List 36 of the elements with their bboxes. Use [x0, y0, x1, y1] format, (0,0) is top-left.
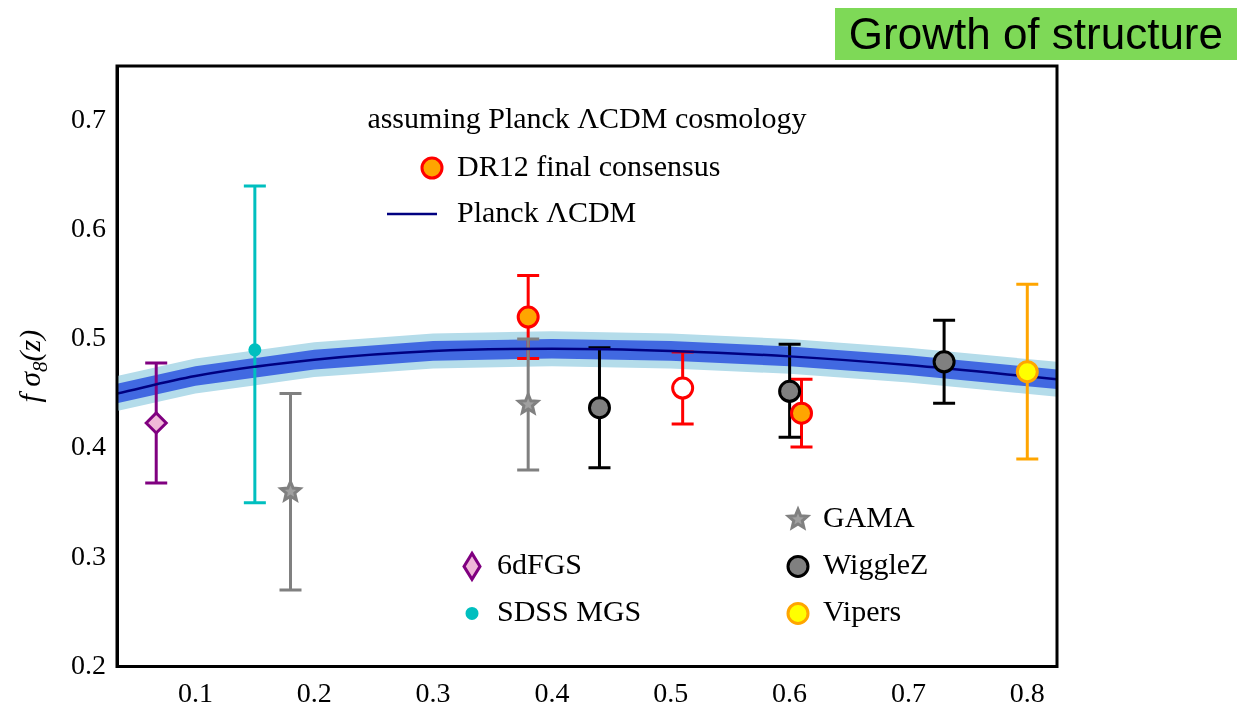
x-tick-label: 0.8: [1009, 676, 1045, 708]
point: [516, 305, 540, 329]
y-tick-label: 0.7: [71, 102, 106, 134]
y-tick-label: 0.6: [71, 212, 106, 244]
point: [778, 379, 802, 403]
point: [515, 392, 542, 416]
point: [671, 376, 695, 400]
point: [279, 480, 302, 502]
x-tick-label: 0.6: [772, 676, 808, 708]
legend-title: assuming Planck ΛCDM cosmology: [367, 100, 807, 134]
legend-label: WiggleZ: [823, 547, 929, 581]
point: [144, 411, 168, 435]
x-tick-label: 0.5: [653, 676, 689, 708]
x-tick-label: 0.7: [890, 676, 926, 708]
x-tick-label: 0.1: [177, 676, 213, 708]
y-tick-label: 0.5: [71, 321, 106, 353]
line-series: [117, 347, 1057, 395]
y-tick-label: 0.3: [71, 539, 106, 571]
point: [1015, 360, 1039, 384]
chart-title: Growth of structure: [834, 8, 1237, 60]
legend-label: 6dFGS: [497, 547, 583, 581]
legend-label: GAMA: [823, 500, 915, 534]
point: [587, 396, 611, 420]
point: [248, 343, 262, 357]
x-tick-label: 0.3: [415, 676, 451, 708]
point: [790, 401, 813, 425]
x-tick-label: 0.4: [534, 676, 570, 708]
legend-label: SDSS MGS: [497, 594, 642, 628]
y-tick-label: 0.4: [71, 430, 106, 462]
y-axis-title: f σ8(z): [12, 329, 52, 403]
legend-label: Vipers: [823, 594, 902, 628]
x-tick-label: 0.2: [296, 676, 332, 708]
legend-label: DR12 final consensus: [457, 148, 721, 182]
point: [932, 350, 956, 374]
legend-label: Planck ΛCDM: [457, 194, 637, 228]
y-tick-label: 0.2: [71, 648, 106, 680]
